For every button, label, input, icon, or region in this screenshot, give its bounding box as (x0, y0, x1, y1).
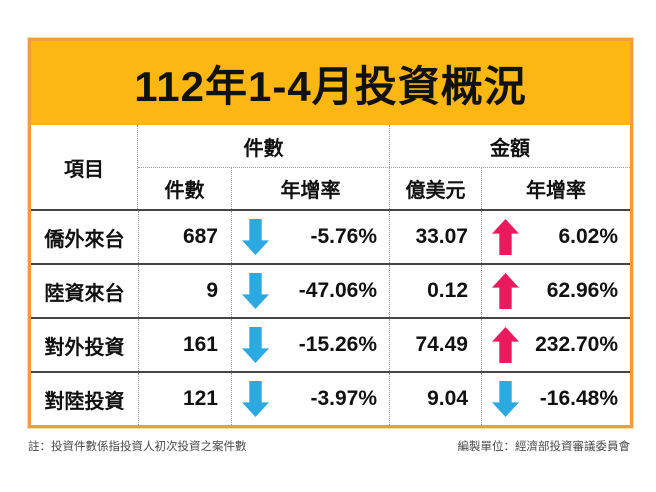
table-row: 陸資來台 9 -47.06% 0.12 62.96% (31, 263, 630, 317)
trend-down-icon (242, 272, 269, 310)
amount-value: 33.07 (389, 211, 481, 263)
table-row: 僑外來台 687 -5.76% 33.07 6.02% (31, 209, 630, 263)
trend-down-icon (242, 218, 269, 256)
count-value: 9 (138, 265, 231, 317)
col-group-amount: 金額 (389, 125, 630, 167)
count-value: 161 (138, 319, 231, 371)
row-label: 對陸投資 (44, 390, 125, 413)
amount-yoy-value: 6.02% (558, 225, 618, 248)
amount-yoy-cell: 6.02% (481, 211, 630, 263)
amount-value: 9.04 (389, 373, 481, 425)
trend-down-icon (492, 380, 519, 418)
count-yoy-cell: -5.76% (231, 211, 389, 263)
col-header-count: 件數 (164, 180, 205, 202)
trend-up-icon (492, 326, 519, 364)
source-note: 編製單位：經濟部投資審議委員會 (457, 441, 631, 453)
amount-yoy-value: -16.48% (539, 387, 618, 410)
count-yoy-value: -47.06% (298, 279, 377, 302)
amount-yoy-cell: -16.48% (481, 373, 630, 425)
amount-yoy-value: 232.70% (535, 333, 618, 356)
col-group-count: 件數 (243, 137, 284, 160)
col-header-count-yoy: 年增率 (231, 168, 389, 209)
col-header-amount-yoy: 年增率 (481, 168, 630, 209)
count-yoy-value: -3.97% (310, 387, 377, 410)
trend-up-icon (492, 272, 519, 310)
row-label: 僑外來台 (44, 228, 125, 251)
row-label: 對外投資 (44, 336, 125, 359)
trend-down-icon (242, 380, 269, 418)
count-yoy-cell: -47.06% (231, 265, 389, 317)
count-yoy-value: -15.26% (298, 333, 377, 356)
row-label: 陸資來台 (44, 282, 125, 305)
title-bar: 112年1-4月投資概況 (31, 41, 630, 125)
amount-value: 0.12 (389, 265, 481, 317)
amount-yoy-value: 62.96% (546, 279, 618, 302)
table-row: 對陸投資 121 -3.97% 9.04 -16.48% (31, 371, 630, 425)
table-header-right: 件數 金額 件數 年增率 億美元 年增率 (138, 125, 630, 209)
count-yoy-cell: -3.97% (231, 373, 389, 425)
page-title: 112年1-4月投資概況 (134, 62, 527, 110)
amount-yoy-cell: 232.70% (481, 319, 630, 371)
column-group-row: 件數 金額 (138, 125, 630, 167)
count-yoy-value: -5.76% (310, 225, 377, 248)
footer: 註：投資件數係指投資人初次投資之案件數 編製單位：經濟部投資審議委員會 (28, 438, 630, 454)
count-value: 687 (138, 211, 231, 263)
amount-yoy-cell: 62.96% (481, 265, 630, 317)
footnote: 註：投資件數係指投資人初次投資之案件數 (28, 441, 247, 453)
trend-down-icon (242, 326, 269, 364)
trend-up-icon (492, 218, 519, 256)
investment-table: 項目 件數 金額 件數 年增率 億美元 年增率 僑外來台 687 (31, 125, 630, 425)
count-yoy-cell: -15.26% (231, 319, 389, 371)
column-subheader-row: 件數 年增率 億美元 年增率 (138, 167, 630, 209)
table-header: 項目 件數 金額 件數 年增率 億美元 年增率 (31, 125, 630, 209)
count-value: 121 (138, 373, 231, 425)
col-header-amount: 億美元 (389, 168, 481, 209)
amount-value: 74.49 (389, 319, 481, 371)
table-row: 對外投資 161 -15.26% 74.49 232.70% (31, 317, 630, 371)
investment-summary-card: 112年1-4月投資概況 項目 件數 金額 件數 年增率 億美元 年增率 僑外來… (28, 38, 633, 428)
col-header-item: 項目 (31, 125, 138, 209)
